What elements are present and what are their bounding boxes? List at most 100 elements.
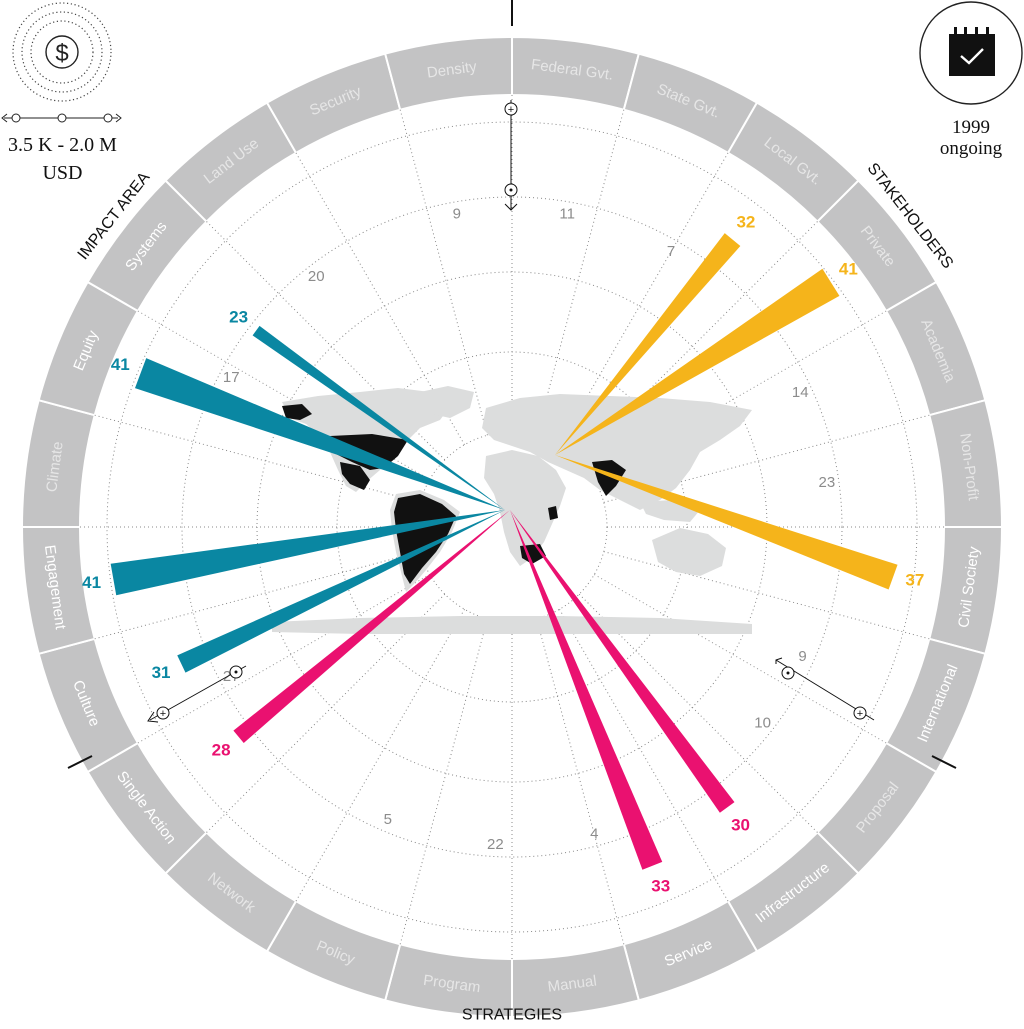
grid-spoke-17 <box>137 574 430 744</box>
grid-spoke-12 <box>536 618 625 945</box>
inner-number-1: 9 <box>453 205 461 222</box>
ring-segment-state-gvt[interactable]: State Gvt. <box>622 52 759 155</box>
value-label-private: 41 <box>839 259 858 278</box>
ring-segment-non-profit[interactable]: Non-Profit <box>928 398 1004 528</box>
ring-segment-engagement[interactable]: Engagement <box>20 526 96 656</box>
ring-label-climate: Climate <box>43 441 66 494</box>
value-wedges <box>110 233 898 870</box>
value-label-local-gvt: 32 <box>736 213 755 232</box>
right-axis-tick <box>931 755 957 769</box>
left-scale-control[interactable]: + <box>147 665 247 723</box>
ring-segment-policy[interactable]: Policy <box>265 899 402 1002</box>
timeline-status: ongoing <box>939 138 1003 159</box>
budget-currency: USD <box>42 162 83 184</box>
ring-segment-density[interactable]: Density <box>383 35 513 111</box>
wedge-systems[interactable] <box>252 325 505 510</box>
calendar-check-icon <box>919 1 1023 105</box>
ring-segment-civil-society[interactable]: Civil Society <box>928 526 1004 656</box>
value-label-equity: 41 <box>111 355 130 374</box>
ring-segment-climate[interactable]: Climate <box>20 398 96 528</box>
map-kenya-highlight <box>548 506 558 520</box>
inner-number-9: 22 <box>487 836 504 853</box>
wedge-equity[interactable] <box>134 358 505 510</box>
world-map <box>272 386 752 634</box>
ring-segment-manual[interactable]: Manual <box>511 943 641 1019</box>
ring-segment-systems[interactable]: Systems <box>86 179 208 313</box>
vertical-scale-control[interactable]: + <box>504 100 518 211</box>
grid-spoke-24 <box>399 109 488 436</box>
section-title-strategies: STRATEGIES <box>462 1007 562 1024</box>
ring-segment-network[interactable]: Network <box>164 831 298 953</box>
ring-label-manual: Manual <box>547 972 598 995</box>
inner-number-3: 7 <box>667 243 675 260</box>
grid-spoke-14 <box>399 618 488 945</box>
budget-range: 3.5 K - 2.0 M <box>8 134 117 156</box>
map-europe-asia <box>482 394 752 510</box>
map-india-highlight <box>592 460 626 496</box>
map-australia <box>652 528 726 576</box>
svg-text:+: + <box>160 708 166 720</box>
inner-number-14: 20 <box>308 268 325 285</box>
ring-segment-academia[interactable]: Academia <box>884 280 987 417</box>
map-south-america-highlight <box>394 494 456 584</box>
map-alaska-highlight <box>282 404 312 420</box>
inner-number-10: 5 <box>384 811 392 828</box>
map-africa <box>484 450 566 566</box>
value-label-culture: 31 <box>152 663 171 682</box>
grid-spoke-15 <box>295 609 465 902</box>
value-label-civil-society: 37 <box>905 571 924 590</box>
timeline-start: 1999 <box>952 117 990 138</box>
svg-text:+: + <box>508 104 514 116</box>
ring-segment-international[interactable]: International <box>884 637 987 774</box>
inner-number-6: 9 <box>798 648 806 665</box>
grid-spoke-8 <box>603 551 930 640</box>
inner-number-4: 14 <box>792 384 809 401</box>
map-mexico-highlight <box>340 462 370 490</box>
ring-label-density: Density <box>426 58 478 81</box>
ring-segment-private[interactable]: Private <box>816 179 938 313</box>
grid-spoke-9 <box>594 574 887 744</box>
wedge-service[interactable] <box>510 510 663 870</box>
wedge-engagement[interactable] <box>110 510 505 596</box>
wedge-single-action[interactable] <box>233 510 511 743</box>
svg-text:+: + <box>857 708 863 720</box>
grid-spoke-18 <box>94 551 421 640</box>
ring-segment-security[interactable]: Security <box>265 52 402 155</box>
map-greenland <box>420 386 474 418</box>
grid-ring-4 <box>181 196 843 858</box>
ring-segment-equity[interactable]: Equity <box>37 280 140 417</box>
ring-segment-program[interactable]: Program <box>383 943 513 1019</box>
inner-number-5: 23 <box>819 474 836 491</box>
grid-ring-5 <box>106 121 918 933</box>
inner-number-8: 4 <box>590 826 598 843</box>
ring-segment-local-gvt[interactable]: Local Gvt. <box>726 101 860 223</box>
value-label-infrastructure: 30 <box>731 815 750 834</box>
wedge-civil-society[interactable] <box>555 455 898 590</box>
wedge-culture[interactable] <box>177 510 505 673</box>
value-label-engagement: 41 <box>82 573 101 592</box>
decorations: + + + <box>67 0 957 769</box>
ring-segment-proposal[interactable]: Proposal <box>816 741 938 875</box>
ring-segment-federal-gvt[interactable]: Federal Gvt. <box>511 35 641 111</box>
grid-spoke-2 <box>536 109 625 436</box>
inner-number-13: 17 <box>223 369 240 386</box>
wedge-infrastructure[interactable] <box>510 510 735 813</box>
right-scale-control[interactable]: + <box>775 657 875 721</box>
wedge-local-gvt[interactable] <box>555 233 741 455</box>
inner-number-7: 10 <box>754 714 771 731</box>
wedge-private[interactable] <box>555 268 840 455</box>
ring-segment-culture[interactable]: Culture <box>37 637 140 774</box>
grid-spoke-20 <box>94 414 421 503</box>
ring-segment-service[interactable]: Service <box>622 899 759 1002</box>
value-label-single-action: 28 <box>212 741 231 760</box>
value-label-systems: 23 <box>229 308 248 327</box>
map-antarctica <box>272 616 752 634</box>
grid-spoke-11 <box>559 609 729 902</box>
inner-number-2: 11 <box>559 205 575 222</box>
value-label-service: 33 <box>651 877 670 896</box>
dollar-icon: $ <box>1 2 122 123</box>
value-labels: 32 41 37 30 33 28 31 41 41 23 <box>82 213 924 896</box>
svg-text:$: $ <box>55 40 68 67</box>
